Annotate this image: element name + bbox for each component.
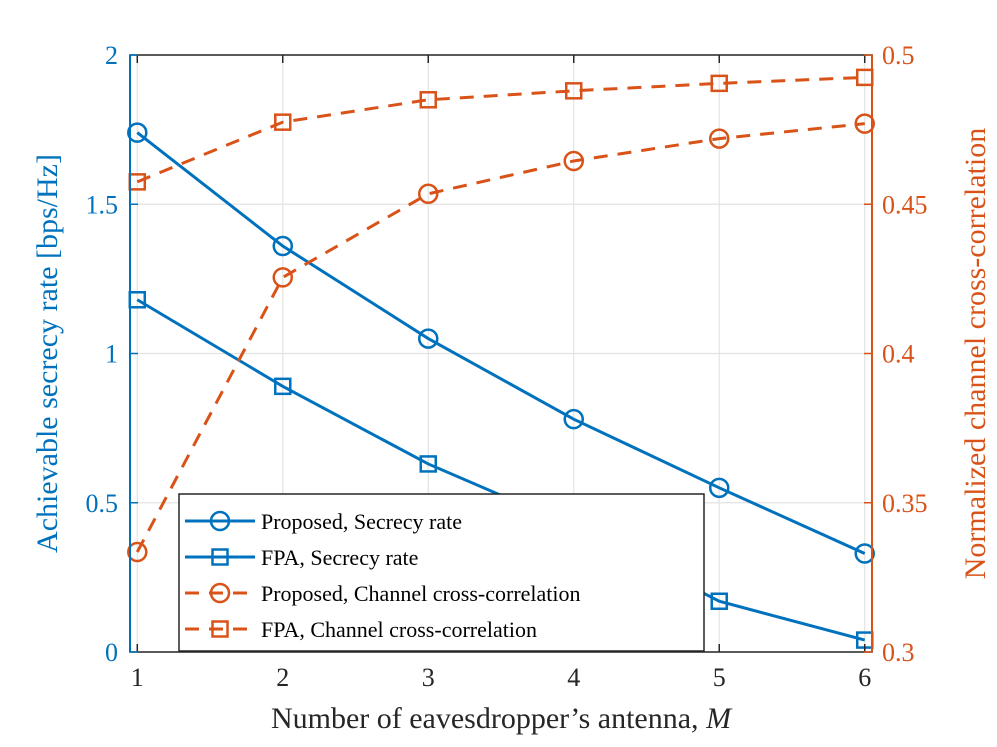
- legend-item: FPA, Secrecy rate: [185, 545, 418, 570]
- legend-marker: [209, 510, 231, 532]
- data-point: [563, 408, 584, 430]
- legend-label: Proposed, Channel cross-correlation: [261, 581, 581, 606]
- legend-marker: [211, 548, 229, 566]
- data-point: [708, 477, 730, 499]
- data-point: [272, 235, 294, 257]
- x-tick-label: 2: [276, 663, 289, 692]
- y-right-tick-label: 0.4: [882, 340, 915, 369]
- data-point: [272, 267, 294, 288]
- data-point: [854, 543, 875, 564]
- axes-ticks: 1 2 3 4 5 6 0 0.5 1 1.5 2 0.3 0.35 0.4 0.45 0.5: [86, 41, 928, 692]
- y-axis-right-title: Normalized channel cross-correlation: [959, 128, 992, 579]
- data-point: [274, 113, 292, 131]
- data-point: [274, 377, 292, 396]
- legend-marker: [211, 620, 229, 638]
- x-tick-label: 5: [713, 663, 726, 692]
- data-point: [710, 74, 728, 93]
- data-point: [418, 328, 439, 349]
- data-point: [419, 91, 438, 109]
- series-line: [135, 122, 865, 553]
- series-4: [128, 68, 874, 191]
- legend-label: FPA, Secrecy rate: [261, 545, 418, 570]
- data-point: [418, 183, 439, 205]
- y-right-tick-label: 0.45: [882, 190, 928, 219]
- y-right-tick-label: 0.5: [882, 41, 915, 70]
- y-left-tick-label: 0: [105, 638, 118, 667]
- data-point: [563, 150, 584, 172]
- data-point: [708, 128, 730, 149]
- y-right-tick-label: 0.3: [882, 638, 915, 667]
- x-tick-label: 4: [567, 663, 580, 692]
- legend-item: FPA, Channel cross-correlation: [185, 617, 537, 642]
- x-tick-label: 1: [131, 663, 144, 692]
- series-layer: [127, 68, 875, 649]
- legend-item: Proposed, Channel cross-correlation: [185, 581, 581, 606]
- y-left-tick-label: 0.5: [86, 489, 119, 518]
- x-tick-label: 6: [858, 663, 871, 692]
- series-line: [136, 131, 866, 555]
- series-line: [136, 75, 865, 184]
- y-right-tick-label: 0.35: [882, 489, 928, 518]
- legend-marker: [209, 582, 231, 604]
- legend-label: Proposed, Secrecy rate: [261, 509, 462, 534]
- legend-box: [178, 493, 705, 652]
- y-left-tick-label: 1: [105, 340, 118, 369]
- y-axis-left-title: Achievable secrecy rate [bps/Hz]: [31, 154, 64, 553]
- data-point: [419, 455, 438, 473]
- y-left-tick-label: 1.5: [86, 190, 119, 219]
- series-3: [127, 113, 875, 563]
- data-point: [564, 82, 583, 100]
- series-1: [127, 122, 875, 564]
- legend-label: FPA, Channel cross-correlation: [261, 617, 537, 642]
- data-point: [127, 541, 148, 563]
- y-left-tick-label: 2: [105, 41, 118, 70]
- data-point: [710, 592, 728, 611]
- x-tick-label: 3: [422, 663, 435, 692]
- data-point: [854, 113, 875, 134]
- legend-item: Proposed, Secrecy rate: [185, 509, 462, 534]
- x-axis-title: Number of eavesdropper’s antenna, M: [271, 702, 733, 735]
- data-point: [127, 122, 148, 143]
- legend: Proposed, Secrecy rate FPA, Secrecy rate P…: [178, 493, 705, 652]
